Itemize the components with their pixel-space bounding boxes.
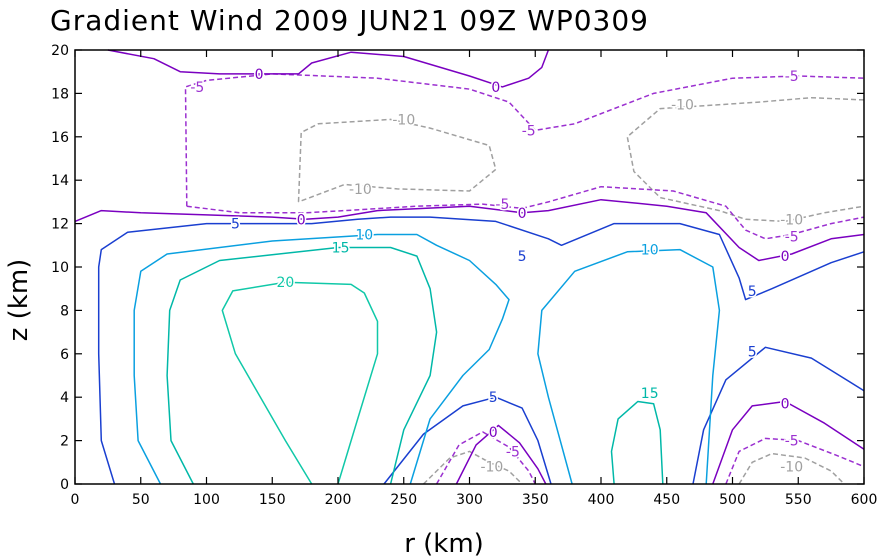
contour-line-15-17 xyxy=(166,246,438,485)
y-tick-label-6: 12 xyxy=(51,217,69,233)
contour-line--5-5 xyxy=(186,185,865,240)
contour-label-14: 5 xyxy=(231,217,240,233)
x-tick-label-12: 600 xyxy=(851,492,878,508)
contour-line--5-7 xyxy=(725,437,865,485)
x-tick-label-1: 50 xyxy=(132,492,150,508)
contour-line-0-11 xyxy=(712,400,865,485)
contour-label-22: 15 xyxy=(641,386,659,402)
contour-line-0-8 xyxy=(74,198,865,262)
contour-label-21: 5 xyxy=(748,345,757,361)
contour-label-16: 5 xyxy=(518,249,527,265)
contour-label-9: -10 xyxy=(780,212,803,228)
contour-label-15: 10 xyxy=(355,228,373,244)
contour-label-1: 0 xyxy=(491,80,500,96)
y-tick-label-3: 6 xyxy=(60,347,69,363)
y-tick-label-7: 14 xyxy=(51,173,69,189)
x-tick-label-0: 0 xyxy=(71,492,80,508)
contour-label-18: 15 xyxy=(332,241,350,257)
x-tick-label-2: 100 xyxy=(193,492,220,508)
contour-label-4: -10 xyxy=(392,112,415,128)
contour-label-10: 0 xyxy=(297,212,306,228)
y-tick-label-4: 8 xyxy=(60,303,69,319)
contour-line--10-0 xyxy=(297,118,497,203)
x-tick-label-10: 500 xyxy=(719,492,746,508)
contour-line-10-16 xyxy=(537,248,721,485)
y-tick-label-0: 0 xyxy=(60,477,69,493)
contour-label-23: 5 xyxy=(489,390,498,406)
contour-label-25: 0 xyxy=(489,425,498,441)
x-tick-label-6: 300 xyxy=(456,492,483,508)
plot-frame xyxy=(74,49,865,485)
contour-label-8: -5 xyxy=(495,197,509,213)
contour-line-5-13 xyxy=(383,396,552,485)
x-tick-label-5: 250 xyxy=(390,492,417,508)
y-axis-ticks: 0 2 4 6 8 10 12 14 16 18 20 xyxy=(51,43,864,493)
contour-label-3: -5 xyxy=(785,69,799,85)
x-tick-label-11: 550 xyxy=(785,492,812,508)
x-axis-ticks: 0 50 100 150 200 250 300 350 400 450 500 550 600 xyxy=(71,50,878,508)
contour-label-20: 20 xyxy=(276,275,294,291)
contour-line--10-1 xyxy=(626,96,865,223)
contour-line-0-10 xyxy=(455,424,547,485)
y-tick-label-9: 18 xyxy=(51,86,69,102)
contour-label-27: -5 xyxy=(506,444,520,460)
y-tick-label-8: 16 xyxy=(51,130,69,146)
contour-line-10-15 xyxy=(133,233,510,485)
contour-line--10-3 xyxy=(738,452,845,485)
contour-label-7: -10 xyxy=(349,182,372,198)
contour-label-2: -5 xyxy=(190,80,204,96)
contour-label-17: 10 xyxy=(641,243,659,259)
contour-label-13: 0 xyxy=(781,249,790,265)
contour-label-11: 0 xyxy=(518,206,527,222)
x-tick-label-8: 400 xyxy=(588,492,615,508)
contour-label-0: 0 xyxy=(255,67,264,83)
contour-label-6: -5 xyxy=(522,123,536,139)
contour-label-29: -10 xyxy=(780,460,803,476)
contour-label-12: -5 xyxy=(785,230,799,246)
contour-line--10-2 xyxy=(422,450,523,485)
x-tick-label-3: 150 xyxy=(259,492,286,508)
x-tick-label-9: 450 xyxy=(653,492,680,508)
contour-line--5-4 xyxy=(184,73,865,207)
x-tick-label-7: 350 xyxy=(522,492,549,508)
contour-line-5-12 xyxy=(97,216,865,485)
contour-line-5-14 xyxy=(692,346,865,485)
contour-label-24: 0 xyxy=(781,397,790,413)
y-tick-label-1: 2 xyxy=(60,434,69,450)
contour-line--5-6 xyxy=(435,431,536,485)
contour-label-28: -10 xyxy=(480,460,503,476)
contour-label-5: -10 xyxy=(671,97,694,113)
y-axis-label: z (km) xyxy=(4,259,34,342)
contour-label-26: -5 xyxy=(785,434,799,450)
contour-line-15-18 xyxy=(610,400,664,485)
contour-label-19: 5 xyxy=(748,284,757,300)
x-tick-label-4: 200 xyxy=(325,492,352,508)
contour-line-20-19 xyxy=(221,281,379,485)
y-tick-label-10: 20 xyxy=(51,43,69,59)
contour-line-0-9 xyxy=(107,49,550,88)
y-tick-label-2: 4 xyxy=(60,390,69,406)
y-tick-label-5: 10 xyxy=(51,260,69,276)
x-axis-label: r (km) xyxy=(404,529,484,559)
contour-lines xyxy=(74,49,865,485)
chart-title: Gradient Wind 2009 JUN21 09Z WP0309 xyxy=(50,4,649,37)
